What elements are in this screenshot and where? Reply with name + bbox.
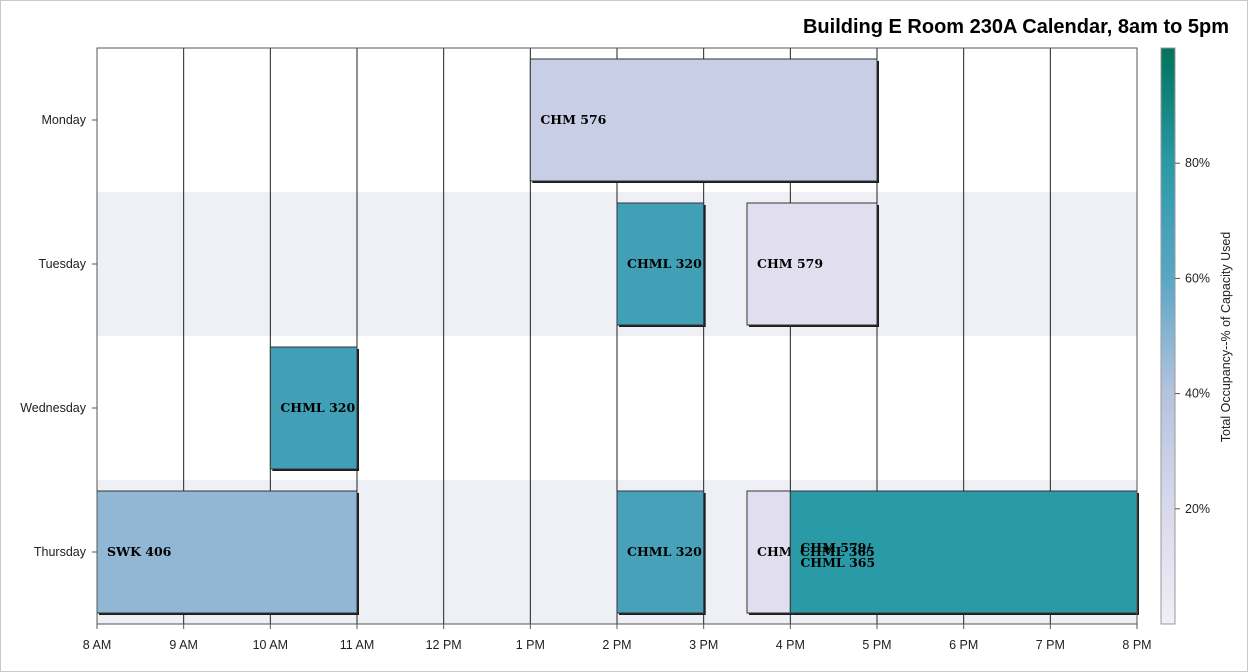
colorbar-tick-label: 20% [1185, 502, 1210, 516]
event-label: CHM 579/CHML 365 [800, 540, 875, 570]
event-bar [529, 58, 878, 182]
event-bar [616, 202, 705, 326]
x-tick-label: 6 PM [949, 638, 978, 652]
colorbar [1160, 47, 1176, 625]
x-tick-label: 12 PM [426, 638, 462, 652]
x-tick-label: 10 AM [253, 638, 288, 652]
event-label: CHML 320 [280, 400, 355, 415]
event-bar [96, 490, 358, 614]
x-tick-label: 8 PM [1122, 638, 1151, 652]
x-tick-label: 3 PM [689, 638, 718, 652]
event-label: CHML 320 [627, 256, 702, 271]
x-tick-label: 11 AM [340, 638, 375, 652]
x-tick-label: 5 PM [862, 638, 891, 652]
overlay-label: CHML 365 [800, 544, 875, 559]
event-bar [746, 202, 878, 326]
event-label: CHM 576 [540, 112, 606, 127]
y-tick-label: Wednesday [20, 401, 87, 415]
colorbar-tick-label: 60% [1185, 271, 1210, 285]
y-tick-label: Thursday [34, 545, 87, 559]
event-bar [269, 346, 358, 470]
event-bar [616, 490, 705, 614]
event-label: CHML 320 [627, 544, 702, 559]
event-label: CHM 579 [757, 256, 823, 271]
event-bar [789, 490, 1138, 614]
y-tick-label: Monday [42, 113, 87, 127]
colorbar-tick-label: 40% [1185, 387, 1210, 401]
x-tick-label: 8 AM [83, 638, 112, 652]
x-tick-label: 9 AM [169, 638, 198, 652]
y-tick-label: Tuesday [39, 257, 87, 271]
event-label: SWK 406 [107, 544, 172, 559]
x-tick-label: 2 PM [602, 638, 631, 652]
chart-title: Building E Room 230A Calendar, 8am to 5p… [802, 16, 1229, 38]
x-tick-label: 4 PM [776, 638, 805, 652]
x-tick-label: 1 PM [516, 638, 545, 652]
x-tick-label: 7 PM [1036, 638, 1065, 652]
event-bar [746, 490, 791, 614]
colorbar-tick-label: 80% [1185, 156, 1210, 170]
colorbar-label: Total Occupancy--% of Capacity Used [1219, 232, 1233, 443]
